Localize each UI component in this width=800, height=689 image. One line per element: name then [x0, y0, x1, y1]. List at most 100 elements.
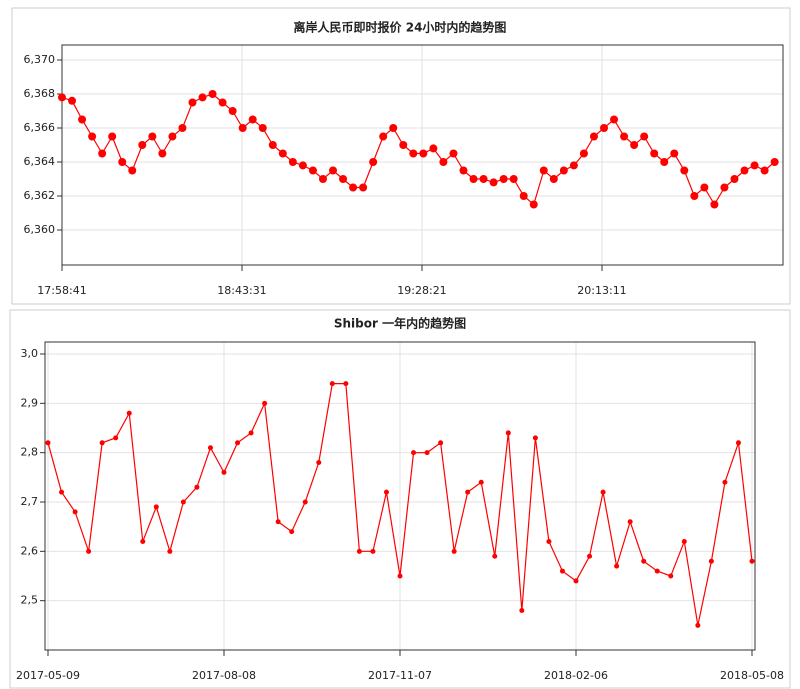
- point: [180, 499, 186, 505]
- plot-frame: [61, 44, 784, 266]
- point: [668, 573, 674, 579]
- point: [113, 435, 119, 441]
- point: [720, 183, 729, 192]
- y-tick-label: 6,368: [24, 87, 56, 100]
- panel: [11, 7, 791, 305]
- point: [409, 149, 418, 158]
- point: [650, 149, 659, 158]
- x-tick-label: 2017-05-09: [16, 669, 80, 682]
- point: [735, 440, 741, 446]
- point: [600, 124, 609, 132]
- point: [532, 435, 538, 441]
- point: [218, 98, 227, 107]
- point: [569, 161, 578, 170]
- point: [288, 158, 297, 166]
- point: [78, 115, 87, 124]
- point: [614, 563, 620, 569]
- point: [509, 175, 518, 183]
- point: [58, 93, 66, 102]
- point: [370, 548, 376, 554]
- point: [68, 96, 77, 105]
- point: [302, 499, 308, 505]
- point: [478, 479, 484, 485]
- point: [72, 509, 78, 515]
- point: [489, 178, 498, 187]
- point: [399, 141, 408, 149]
- point: [329, 166, 338, 175]
- point: [630, 141, 639, 149]
- point: [383, 489, 389, 495]
- point: [499, 175, 508, 183]
- point: [690, 192, 699, 200]
- point: [343, 381, 349, 387]
- point: [98, 149, 107, 158]
- point: [221, 469, 227, 475]
- y-tick-label: 6,360: [24, 223, 56, 236]
- point: [238, 124, 247, 132]
- point: [258, 124, 267, 132]
- point: [339, 175, 348, 183]
- point: [573, 578, 579, 584]
- point: [654, 568, 660, 574]
- point: [359, 183, 368, 192]
- point: [459, 166, 468, 175]
- y-tick-label: 2,6: [21, 544, 39, 557]
- point: [275, 519, 281, 525]
- point: [167, 548, 173, 554]
- point: [248, 430, 254, 436]
- point: [118, 158, 127, 166]
- point: [579, 149, 588, 158]
- point: [329, 381, 335, 387]
- point: [289, 529, 295, 535]
- point: [546, 538, 552, 544]
- point: [268, 141, 277, 149]
- point: [587, 553, 593, 559]
- y-tick-label: 2,9: [21, 396, 39, 409]
- point: [424, 450, 430, 456]
- point: [158, 149, 167, 158]
- point: [700, 183, 709, 192]
- point: [708, 558, 714, 564]
- y-tick-label: 6,366: [24, 121, 56, 134]
- point: [559, 568, 565, 574]
- point: [298, 161, 307, 170]
- point: [519, 608, 525, 614]
- x-tick-label: 2018-05-08: [720, 669, 784, 682]
- point: [469, 175, 478, 183]
- point: [194, 484, 200, 490]
- plot-frame: [44, 341, 756, 651]
- point: [627, 519, 633, 525]
- x-tick-label: 17:58:41: [37, 284, 86, 297]
- point: [750, 161, 759, 170]
- point: [86, 548, 92, 554]
- point: [539, 166, 548, 175]
- point: [681, 538, 687, 544]
- point: [722, 479, 728, 485]
- point: [153, 504, 159, 510]
- point: [188, 98, 197, 107]
- point: [45, 440, 51, 446]
- chart-title: 离岸人民币即时报价 24小时内的趋势图: [294, 20, 507, 35]
- point: [505, 430, 511, 436]
- point: [316, 460, 322, 466]
- y-tick-label: 6,362: [24, 189, 56, 202]
- point: [108, 132, 117, 141]
- point: [429, 144, 438, 153]
- point: [262, 400, 268, 406]
- point: [749, 558, 755, 564]
- point: [549, 175, 558, 183]
- point: [235, 440, 241, 446]
- point: [760, 166, 769, 175]
- point: [529, 200, 538, 209]
- point: [439, 158, 448, 166]
- point: [318, 175, 327, 183]
- x-tick-label: 2018-02-06: [544, 669, 608, 682]
- point: [438, 440, 444, 446]
- point: [356, 548, 362, 554]
- point: [670, 149, 679, 158]
- point: [411, 450, 417, 456]
- point: [178, 124, 187, 132]
- point: [589, 132, 598, 141]
- point: [449, 149, 458, 158]
